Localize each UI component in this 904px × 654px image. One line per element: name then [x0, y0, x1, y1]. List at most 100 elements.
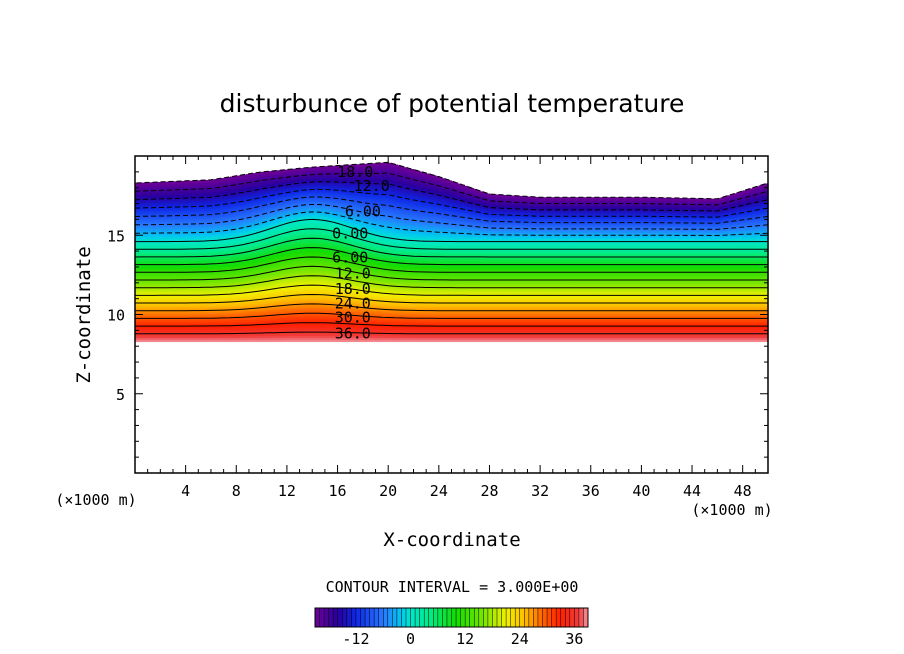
field-cell — [239, 280, 244, 283]
field-cell — [226, 272, 231, 275]
field-cell — [229, 270, 234, 273]
field-cell — [135, 287, 139, 291]
field-cell — [207, 182, 212, 186]
field-cell — [135, 335, 139, 339]
field-cell — [204, 214, 209, 218]
field-cell — [172, 272, 177, 275]
field-cell — [185, 297, 190, 301]
field-cell — [226, 192, 231, 196]
field-cell — [172, 339, 177, 343]
field-cell — [141, 274, 146, 277]
field-cell — [172, 282, 177, 285]
field-cell — [207, 282, 212, 285]
field-cell — [255, 250, 260, 253]
field-cell — [182, 262, 187, 265]
field-cell — [220, 282, 225, 285]
field-cell — [144, 327, 149, 331]
field-cell — [147, 333, 152, 337]
field-cell — [179, 276, 184, 279]
field-cell — [201, 230, 206, 234]
field-cell — [236, 222, 241, 226]
field-cell — [261, 327, 266, 331]
field-cell — [141, 182, 146, 186]
field-cell — [138, 214, 142, 218]
field-cell — [217, 309, 222, 313]
field-cell — [160, 226, 165, 230]
field-cell — [201, 319, 206, 323]
field-cell — [147, 335, 152, 339]
field-cell — [226, 319, 231, 323]
field-cell — [258, 173, 263, 176]
field-cell — [176, 216, 180, 220]
field-cell — [176, 339, 180, 343]
field-cell — [147, 208, 152, 212]
field-cell — [179, 335, 184, 339]
field-cell — [214, 321, 218, 325]
field-cell — [160, 268, 165, 271]
field-cell — [233, 214, 237, 218]
field-cell — [176, 182, 180, 186]
field-cell — [198, 289, 203, 293]
field-cell — [258, 337, 263, 341]
field-cell — [233, 280, 237, 283]
field-cell — [179, 331, 184, 335]
field-cell — [217, 188, 222, 192]
field-cell — [229, 234, 234, 238]
field-cell — [226, 220, 231, 224]
field-cell — [220, 234, 225, 238]
field-cell — [179, 208, 184, 212]
field-cell — [214, 289, 218, 293]
field-cell — [217, 331, 222, 335]
field-cell — [153, 242, 158, 245]
field-cell — [160, 266, 165, 269]
field-cell — [245, 226, 250, 230]
field-cell — [207, 190, 212, 194]
field-cell — [191, 276, 196, 279]
field-cell — [248, 228, 253, 232]
field-cell — [248, 226, 253, 230]
field-cell — [179, 315, 184, 319]
field-cell — [163, 337, 168, 341]
field-cell — [182, 283, 187, 287]
field-cell — [207, 216, 212, 220]
field-cell — [252, 216, 256, 220]
field-cell — [150, 329, 155, 333]
field-cell — [255, 254, 260, 257]
field-cell — [172, 250, 177, 253]
field-cell — [207, 295, 212, 299]
field-cell — [166, 238, 171, 242]
field-cell — [195, 256, 199, 259]
field-cell — [157, 313, 161, 317]
field-cell — [201, 303, 206, 307]
field-cell — [255, 335, 260, 339]
field-cell — [229, 329, 234, 333]
field-cell — [220, 335, 225, 339]
field-cell — [179, 181, 184, 184]
field-cell — [160, 204, 165, 208]
field-cell — [147, 186, 152, 190]
field-cell — [261, 226, 266, 230]
field-cell — [233, 299, 237, 303]
field-cell — [261, 280, 266, 283]
field-cell — [185, 220, 190, 224]
field-cell — [147, 216, 152, 220]
field-cell — [179, 313, 184, 317]
field-cell — [150, 200, 155, 204]
field-cell — [255, 208, 260, 212]
field-cell — [201, 333, 206, 337]
field-cell — [172, 252, 177, 255]
field-cell — [166, 258, 171, 261]
field-cell — [201, 238, 206, 242]
field-cell — [258, 178, 263, 182]
field-cell — [258, 238, 263, 242]
field-cell — [252, 178, 256, 182]
field-cell — [220, 210, 225, 214]
field-cell — [163, 325, 168, 329]
field-cell — [217, 228, 222, 232]
field-cell — [252, 305, 256, 309]
field-cell — [226, 242, 231, 245]
field-cell — [217, 289, 222, 293]
field-cell — [239, 246, 244, 249]
field-cell — [135, 289, 139, 293]
field-cell — [214, 268, 218, 271]
